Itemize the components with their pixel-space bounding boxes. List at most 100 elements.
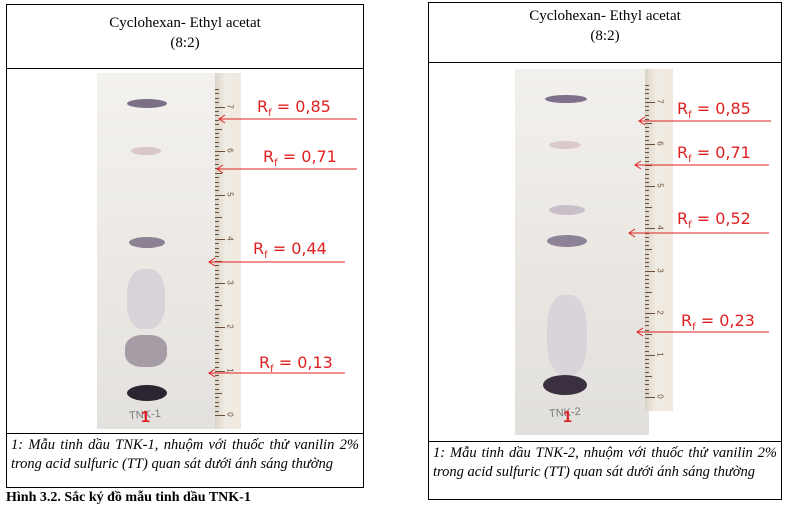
caption: 1: Mẫu tinh dầu TNK-2, nhuộm với thuốc t…	[429, 441, 781, 501]
ruler-tick	[645, 291, 652, 293]
ruler-tick	[215, 159, 219, 161]
ruler-tick	[645, 350, 649, 352]
ruler-tick	[215, 216, 222, 218]
ruler-tick	[645, 262, 649, 264]
ruler-tick	[645, 190, 649, 192]
ruler-tick	[645, 257, 649, 259]
ruler-tick	[645, 283, 649, 285]
panel-header: Cyclohexan- Ethyl acetat (8:2)	[7, 5, 363, 69]
rf-arrows	[628, 116, 771, 337]
ruler-tick	[215, 229, 219, 231]
ruler-tick	[215, 177, 219, 179]
ruler-tick	[645, 110, 649, 112]
ruler-tick	[645, 173, 649, 175]
ruler-tick	[645, 329, 649, 331]
ruler-tick	[215, 146, 219, 148]
rf-label-3: Rf = 0,52	[677, 209, 751, 232]
ruler-tick	[645, 114, 649, 116]
ruler-tick	[645, 325, 649, 327]
rf-label-4: Rf = 0,13	[259, 353, 333, 376]
ruler-tick	[645, 367, 649, 369]
ruler-tick	[215, 362, 219, 364]
ruler-tick	[215, 172, 222, 174]
tlc-plate	[515, 69, 649, 435]
ruler-tick	[215, 256, 219, 258]
ruler-tick	[645, 388, 649, 390]
spot-rf-013	[125, 335, 167, 367]
ruler-tick	[645, 363, 649, 365]
ruler-tick	[645, 169, 649, 171]
ruler-tick	[215, 93, 219, 95]
ruler-tick	[645, 148, 649, 150]
ruler-tick	[645, 295, 649, 297]
panel-header: Cyclohexan- Ethyl acetat (8:2)	[429, 3, 781, 63]
ruler-tick	[215, 199, 219, 201]
ruler-tick	[215, 313, 219, 315]
ruler-tick	[645, 300, 649, 302]
ruler-tick	[215, 111, 219, 113]
ruler-tick	[645, 371, 649, 373]
ruler-tick	[645, 181, 649, 183]
ruler-tick	[645, 321, 649, 323]
spot-smear	[547, 295, 587, 375]
ruler-tick	[215, 375, 219, 377]
ruler-tick	[215, 415, 225, 416]
rf-arrows	[208, 114, 357, 378]
ruler-tick	[645, 316, 649, 318]
ruler-tick	[215, 322, 219, 324]
ruler-tick	[215, 318, 219, 320]
ruler-tick	[645, 380, 649, 382]
ruler-tick	[645, 346, 649, 348]
ruler-tick	[215, 119, 219, 121]
ruler-tick	[215, 335, 219, 337]
ruler-tick	[645, 266, 649, 268]
ruler-tick	[645, 101, 655, 103]
ruler-tick	[215, 370, 225, 372]
ruler-tick	[215, 124, 219, 126]
ruler-tick	[645, 278, 649, 280]
ruler-tick	[645, 274, 649, 276]
ruler-tick	[645, 118, 649, 120]
ruler-tick	[645, 186, 655, 188]
ruler-tick	[215, 137, 219, 139]
ruler-tick	[215, 269, 219, 271]
ruler-tick	[645, 270, 655, 272]
ruler-tick	[215, 384, 219, 386]
ruler-tick	[215, 133, 219, 135]
ruler-tick	[645, 194, 649, 196]
ruler-tick	[645, 156, 649, 158]
rf-label-2: Rf = 0,71	[263, 147, 337, 170]
ruler-tick	[215, 287, 219, 289]
ruler-tick	[215, 300, 219, 302]
ruler-tick	[215, 406, 219, 408]
ruler-tick	[215, 401, 219, 403]
ruler-tick	[215, 304, 222, 306]
ruler-tick	[645, 342, 649, 344]
ruler-tick	[215, 252, 219, 253]
spot-rf-071	[549, 141, 581, 149]
spot-rf-044	[547, 235, 587, 247]
ruler-tick	[215, 265, 219, 267]
ruler-tick	[645, 392, 649, 394]
ruler-tick	[645, 144, 655, 146]
ruler-tick	[645, 160, 649, 162]
ruler-tick	[215, 221, 219, 223]
ruler-tick	[645, 127, 649, 129]
ruler-tick	[215, 194, 225, 196]
ruler-tick	[645, 304, 649, 306]
ruler-tick	[215, 410, 219, 412]
ruler-tick	[645, 354, 655, 356]
ruler-tick	[215, 344, 219, 346]
ruler-tick	[215, 260, 222, 262]
ruler-tick	[645, 207, 652, 209]
ruler-tick	[215, 207, 219, 209]
ruler-tick	[215, 331, 219, 333]
ruler-tick	[215, 348, 222, 350]
ruler-tick	[645, 245, 649, 247]
spot-rf-085	[127, 99, 167, 108]
